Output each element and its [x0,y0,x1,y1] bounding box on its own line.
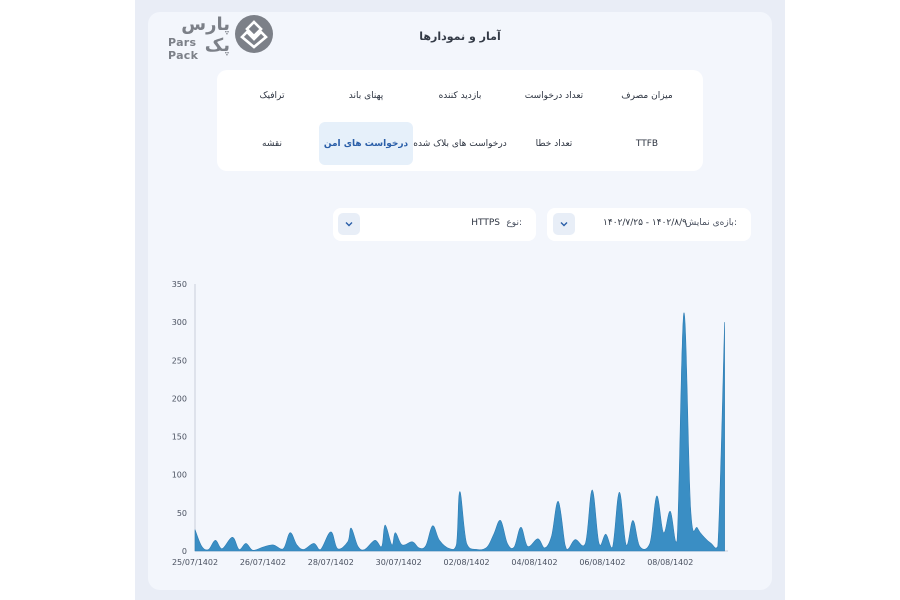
chevron-down-icon [345,222,353,227]
range-dropdown-button[interactable] [553,213,575,235]
logo: پارس پک Pars Pack [168,14,276,62]
x-tick-label: 08/08/1402 [647,558,693,567]
chevron-down-icon [560,222,568,227]
tab-9[interactable]: نقشه [262,138,282,149]
range-filter: بازه‌ی نمایش: ۱۴۰۲/۷/۲۵ - ۱۴۰۲/۸/۹ [547,208,751,241]
x-tick-label: 06/08/1402 [579,558,625,567]
tab-2[interactable]: بازدید کننده [438,90,482,101]
secure-requests-chart: 0 50 100 150 200 250 300 350 25/07/1402 26/07/140… [160,270,740,580]
logo-text-en: Pars Pack [168,36,199,62]
type-dropdown-button[interactable] [338,213,360,235]
tab-0[interactable]: میزان مصرف [621,90,673,101]
x-tick-label: 25/07/1402 [172,558,218,567]
tab-5[interactable]: TTFB [635,138,659,149]
y-tick-label: 250 [172,356,187,365]
page-title: آمار و نمودارها [419,30,501,43]
type-filter: نوع: HTTPS [333,208,536,241]
x-tick-label: 02/08/1402 [444,558,490,567]
type-filter-label: نوع: [506,218,522,228]
tab-7[interactable]: درخواست های بلاک شده [413,138,507,149]
range-filter-value: ۱۴۰۲/۷/۲۵ - ۱۴۰۲/۸/۹ [603,218,687,228]
y-tick-label: 300 [172,318,187,327]
tab-3[interactable]: پهنای باند [348,90,384,101]
tab-6[interactable]: تعداد خطا [535,138,573,149]
y-tick-label: 150 [172,433,187,442]
x-tick-label: 28/07/1402 [308,558,354,567]
tab-8[interactable]: درخواست های امن [319,122,413,165]
x-tick-label: 26/07/1402 [240,558,286,567]
y-tick-label: 200 [172,394,187,403]
chart-svg: 0 50 100 150 200 250 300 350 25/07/1402 26/07/140… [172,280,728,567]
x-tick-label: 04/08/1402 [511,558,557,567]
x-tick-label: 30/07/1402 [376,558,422,567]
y-tick-label: 0 [182,547,187,556]
y-tick-label: 350 [172,280,187,289]
logo-mark-icon [235,15,273,53]
area-series-0 [194,312,725,552]
y-tick-label: 100 [172,471,187,480]
tab-1[interactable]: تعداد درخواست [524,90,584,101]
type-filter-value: HTTPS [471,218,500,228]
tab-4[interactable]: ترافیک [259,90,285,101]
range-filter-label: بازه‌ی نمایش: [685,218,737,228]
logo-text-fa: پارس پک [181,14,230,56]
chart-tabs [217,70,703,171]
y-tick-label: 50 [177,509,187,518]
